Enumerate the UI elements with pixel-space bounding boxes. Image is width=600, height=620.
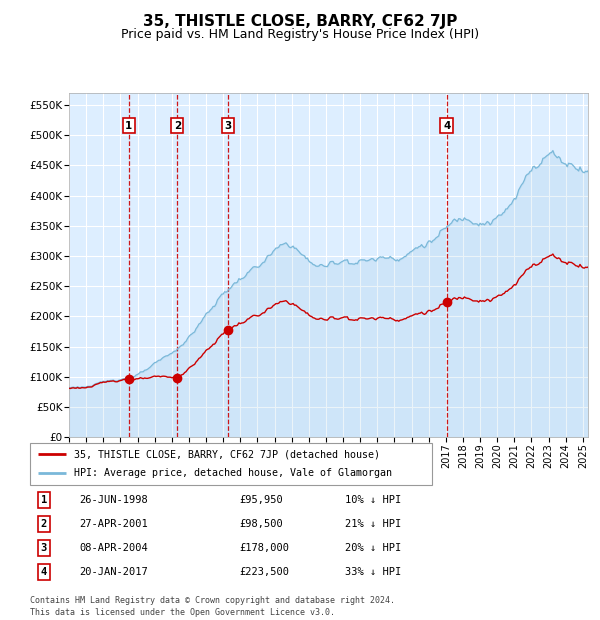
Text: £178,000: £178,000	[240, 543, 290, 553]
Text: 1: 1	[41, 495, 47, 505]
Text: 20-JAN-2017: 20-JAN-2017	[80, 567, 148, 577]
Text: 33% ↓ HPI: 33% ↓ HPI	[344, 567, 401, 577]
FancyBboxPatch shape	[30, 443, 432, 485]
Text: 08-APR-2004: 08-APR-2004	[80, 543, 148, 553]
Text: 1: 1	[125, 121, 133, 131]
Text: 4: 4	[41, 567, 47, 577]
Text: £95,950: £95,950	[240, 495, 284, 505]
Text: Contains HM Land Registry data © Crown copyright and database right 2024.: Contains HM Land Registry data © Crown c…	[30, 596, 395, 606]
Text: 35, THISTLE CLOSE, BARRY, CF62 7JP: 35, THISTLE CLOSE, BARRY, CF62 7JP	[143, 14, 457, 29]
Text: HPI: Average price, detached house, Vale of Glamorgan: HPI: Average price, detached house, Vale…	[74, 469, 392, 479]
Text: 35, THISTLE CLOSE, BARRY, CF62 7JP (detached house): 35, THISTLE CLOSE, BARRY, CF62 7JP (deta…	[74, 449, 380, 459]
Text: This data is licensed under the Open Government Licence v3.0.: This data is licensed under the Open Gov…	[30, 608, 335, 617]
Text: 20% ↓ HPI: 20% ↓ HPI	[344, 543, 401, 553]
Text: 26-JUN-1998: 26-JUN-1998	[80, 495, 148, 505]
Text: 2: 2	[173, 121, 181, 131]
Text: 3: 3	[41, 543, 47, 553]
Text: 21% ↓ HPI: 21% ↓ HPI	[344, 520, 401, 529]
Text: £98,500: £98,500	[240, 520, 284, 529]
Text: 4: 4	[443, 121, 451, 131]
Text: £223,500: £223,500	[240, 567, 290, 577]
Text: 10% ↓ HPI: 10% ↓ HPI	[344, 495, 401, 505]
Text: 3: 3	[224, 121, 232, 131]
Text: Price paid vs. HM Land Registry's House Price Index (HPI): Price paid vs. HM Land Registry's House …	[121, 28, 479, 41]
Text: 2: 2	[41, 520, 47, 529]
Text: 27-APR-2001: 27-APR-2001	[80, 520, 148, 529]
